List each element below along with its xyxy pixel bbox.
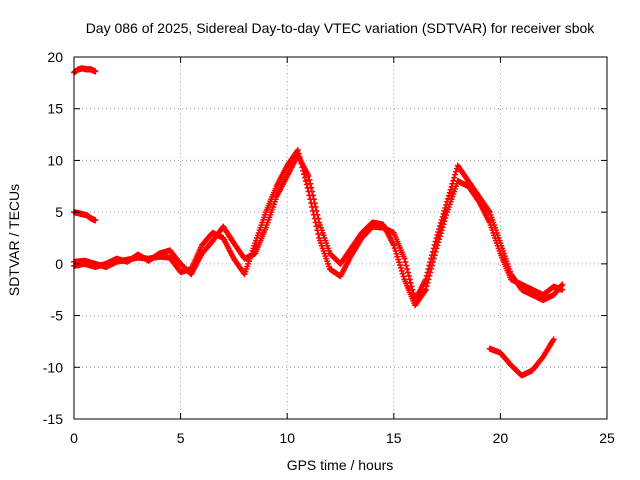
y-tick-label: 5 [55, 204, 63, 220]
grid [74, 57, 607, 419]
data-point [390, 242, 397, 249]
data-point [303, 181, 310, 188]
data-point [431, 252, 438, 259]
data-point [307, 180, 314, 187]
data-point [314, 211, 321, 218]
data-marks [71, 65, 566, 379]
data-point [443, 212, 450, 219]
data-point [394, 253, 401, 260]
data-point [451, 174, 458, 181]
x-axis-label: GPS time / hours [287, 457, 394, 473]
data-point [402, 259, 409, 266]
data-point [439, 224, 446, 231]
data-point [436, 236, 443, 243]
y-tick-label: 0 [55, 256, 63, 272]
data-point [311, 200, 318, 207]
x-tick-label: 20 [493, 430, 509, 446]
data-point [422, 286, 429, 293]
data-point [428, 262, 435, 269]
data-point [432, 248, 439, 255]
data-point [312, 203, 319, 210]
data-point [424, 279, 431, 286]
data-point [425, 276, 432, 283]
data-point [430, 255, 437, 262]
data-point [434, 242, 441, 249]
data-point [441, 218, 448, 225]
x-tick-label: 10 [279, 430, 295, 446]
data-point [452, 168, 459, 175]
x-tick-label: 5 [177, 430, 185, 446]
series-secondary-band [71, 152, 566, 309]
data-point [435, 239, 442, 246]
data-point [438, 227, 445, 234]
series-late-negative-segment [486, 336, 557, 379]
data-point [429, 259, 436, 266]
data-point [406, 276, 413, 283]
data-point [407, 279, 414, 286]
axis-ticks: 0 5 10 15 20 25 -15 -10 -5 0 5 10 15 20 [43, 49, 615, 446]
y-axis-label: SDTVAR / TECUs [6, 184, 22, 296]
data-point [403, 262, 410, 269]
data-point [313, 207, 320, 214]
data-point [442, 215, 449, 222]
y-tick-label: -5 [51, 308, 64, 324]
data-point [315, 231, 322, 238]
data-point [405, 272, 412, 279]
data-point [313, 223, 320, 230]
data-point [309, 188, 316, 195]
y-tick-label: -10 [43, 359, 63, 375]
data-point [397, 264, 404, 271]
y-tick-label: 20 [47, 49, 63, 65]
data-point [428, 266, 435, 273]
plot-frame [73, 56, 608, 420]
data-point [447, 186, 454, 193]
y-tick-label: 10 [47, 152, 63, 168]
data-point [306, 176, 313, 183]
x-tick-label: 0 [70, 430, 78, 446]
data-point [445, 192, 452, 199]
data-point [392, 247, 399, 254]
data-point [294, 147, 301, 154]
data-point [393, 250, 400, 257]
data-point [559, 286, 566, 293]
series-left-5-segment [71, 209, 99, 224]
data-point [401, 255, 408, 262]
data-point [399, 270, 406, 277]
data-point [452, 171, 459, 178]
data-point [440, 221, 447, 228]
x-tick-label: 15 [386, 430, 402, 446]
data-point [395, 256, 402, 263]
y-tick-label: 15 [47, 101, 63, 117]
data-point [550, 336, 557, 343]
data-point [436, 233, 443, 240]
data-point [433, 245, 440, 252]
data-point [391, 245, 398, 252]
data-point [400, 273, 407, 280]
data-point [437, 230, 444, 237]
data-point [310, 196, 317, 203]
data-point [302, 178, 309, 185]
data-point [308, 184, 315, 191]
data-point [92, 217, 99, 224]
data-point [301, 174, 308, 181]
y-tick-label: -15 [43, 411, 63, 427]
data-point [309, 192, 316, 199]
data-point [405, 269, 412, 276]
data-point [423, 283, 430, 290]
data-point [398, 267, 405, 274]
series-top-left-segment [71, 65, 99, 76]
data-point [426, 272, 433, 279]
data-point [396, 259, 403, 266]
data-point [404, 266, 411, 273]
x-tick-label: 25 [599, 430, 615, 446]
data-point [92, 68, 99, 75]
chart-title: Day 086 of 2025, Sidereal Day-to-day VTE… [86, 20, 596, 36]
data-point [315, 215, 322, 222]
data-point [446, 189, 453, 196]
data-point [305, 172, 312, 179]
data-point [427, 269, 434, 276]
data-point [397, 262, 404, 269]
